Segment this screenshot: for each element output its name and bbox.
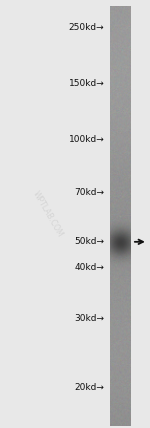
Text: WPTLAB.COM: WPTLAB.COM bbox=[31, 190, 65, 238]
Text: 70kd→: 70kd→ bbox=[74, 188, 104, 197]
Text: 20kd→: 20kd→ bbox=[74, 383, 104, 392]
Text: 250kd→: 250kd→ bbox=[69, 23, 104, 33]
Text: 150kd→: 150kd→ bbox=[69, 79, 104, 88]
Text: 50kd→: 50kd→ bbox=[74, 237, 104, 247]
Text: 100kd→: 100kd→ bbox=[69, 134, 104, 144]
Text: 40kd→: 40kd→ bbox=[74, 263, 104, 272]
Text: 30kd→: 30kd→ bbox=[74, 314, 104, 324]
